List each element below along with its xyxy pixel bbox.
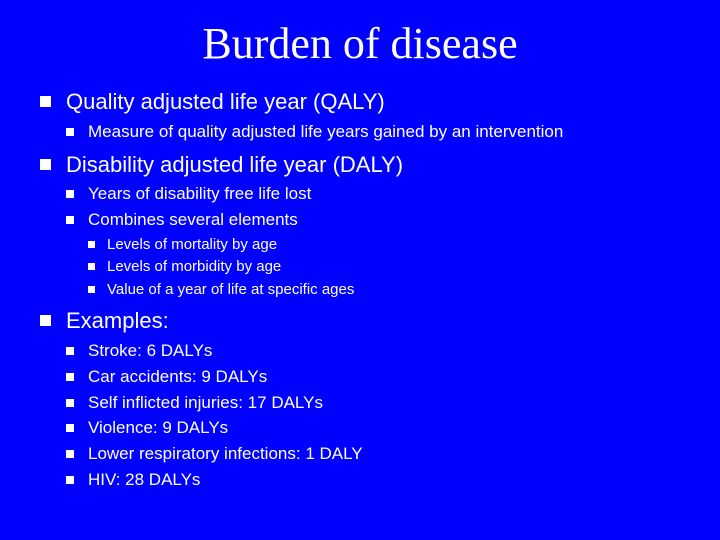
- list-item-text: Self inflicted injuries: 17 DALYs: [88, 393, 323, 412]
- list-item: Quality adjusted life year (QALY) Measur…: [40, 87, 680, 144]
- list-item: Levels of morbidity by age: [88, 257, 680, 277]
- list-item-text: Value of a year of life at specific ages: [107, 281, 354, 298]
- list-item: HIV: 28 DALYs: [66, 469, 680, 492]
- list-item: Measure of quality adjusted life years g…: [66, 121, 680, 144]
- list-item: Disability adjusted life year (DALY) Yea…: [40, 150, 680, 300]
- slide-title: Burden of disease: [40, 18, 680, 69]
- list-item: Self inflicted injuries: 17 DALYs: [66, 392, 680, 415]
- bullet-list-lvl1: Quality adjusted life year (QALY) Measur…: [40, 87, 680, 492]
- list-item: Levels of mortality by age: [88, 235, 680, 255]
- list-item-text: HIV: 28 DALYs: [88, 470, 200, 489]
- list-item-text: Violence: 9 DALYs: [88, 418, 228, 437]
- list-item: Stroke: 6 DALYs: [66, 340, 680, 363]
- bullet-list-lvl2: Measure of quality adjusted life years g…: [66, 121, 680, 144]
- list-item: Examples: Stroke: 6 DALYs Car accidents:…: [40, 306, 680, 492]
- list-item-text: Measure of quality adjusted life years g…: [88, 122, 563, 141]
- bullet-list-lvl2: Years of disability free life lost Combi…: [66, 183, 680, 300]
- list-item: Lower respiratory infections: 1 DALY: [66, 443, 680, 466]
- list-item-text: Years of disability free life lost: [88, 184, 311, 203]
- list-item-text: Stroke: 6 DALYs: [88, 341, 212, 360]
- list-item-text: Quality adjusted life year (QALY): [66, 89, 385, 114]
- list-item-text: Combines several elements: [88, 210, 298, 229]
- list-item: Combines several elements Levels of mort…: [66, 209, 680, 300]
- list-item-text: Car accidents: 9 DALYs: [88, 367, 267, 386]
- list-item: Car accidents: 9 DALYs: [66, 366, 680, 389]
- list-item-text: Levels of morbidity by age: [107, 258, 281, 275]
- bullet-list-lvl2: Stroke: 6 DALYs Car accidents: 9 DALYs S…: [66, 340, 680, 493]
- list-item: Value of a year of life at specific ages: [88, 280, 680, 300]
- list-item: Violence: 9 DALYs: [66, 417, 680, 440]
- slide: Burden of disease Quality adjusted life …: [0, 0, 720, 540]
- list-item: Years of disability free life lost: [66, 183, 680, 206]
- list-item-text: Lower respiratory infections: 1 DALY: [88, 444, 363, 463]
- list-item-text: Examples:: [66, 308, 169, 333]
- list-item-text: Levels of mortality by age: [107, 236, 277, 253]
- list-item-text: Disability adjusted life year (DALY): [66, 152, 403, 177]
- bullet-list-lvl3: Levels of mortality by age Levels of mor…: [88, 235, 680, 300]
